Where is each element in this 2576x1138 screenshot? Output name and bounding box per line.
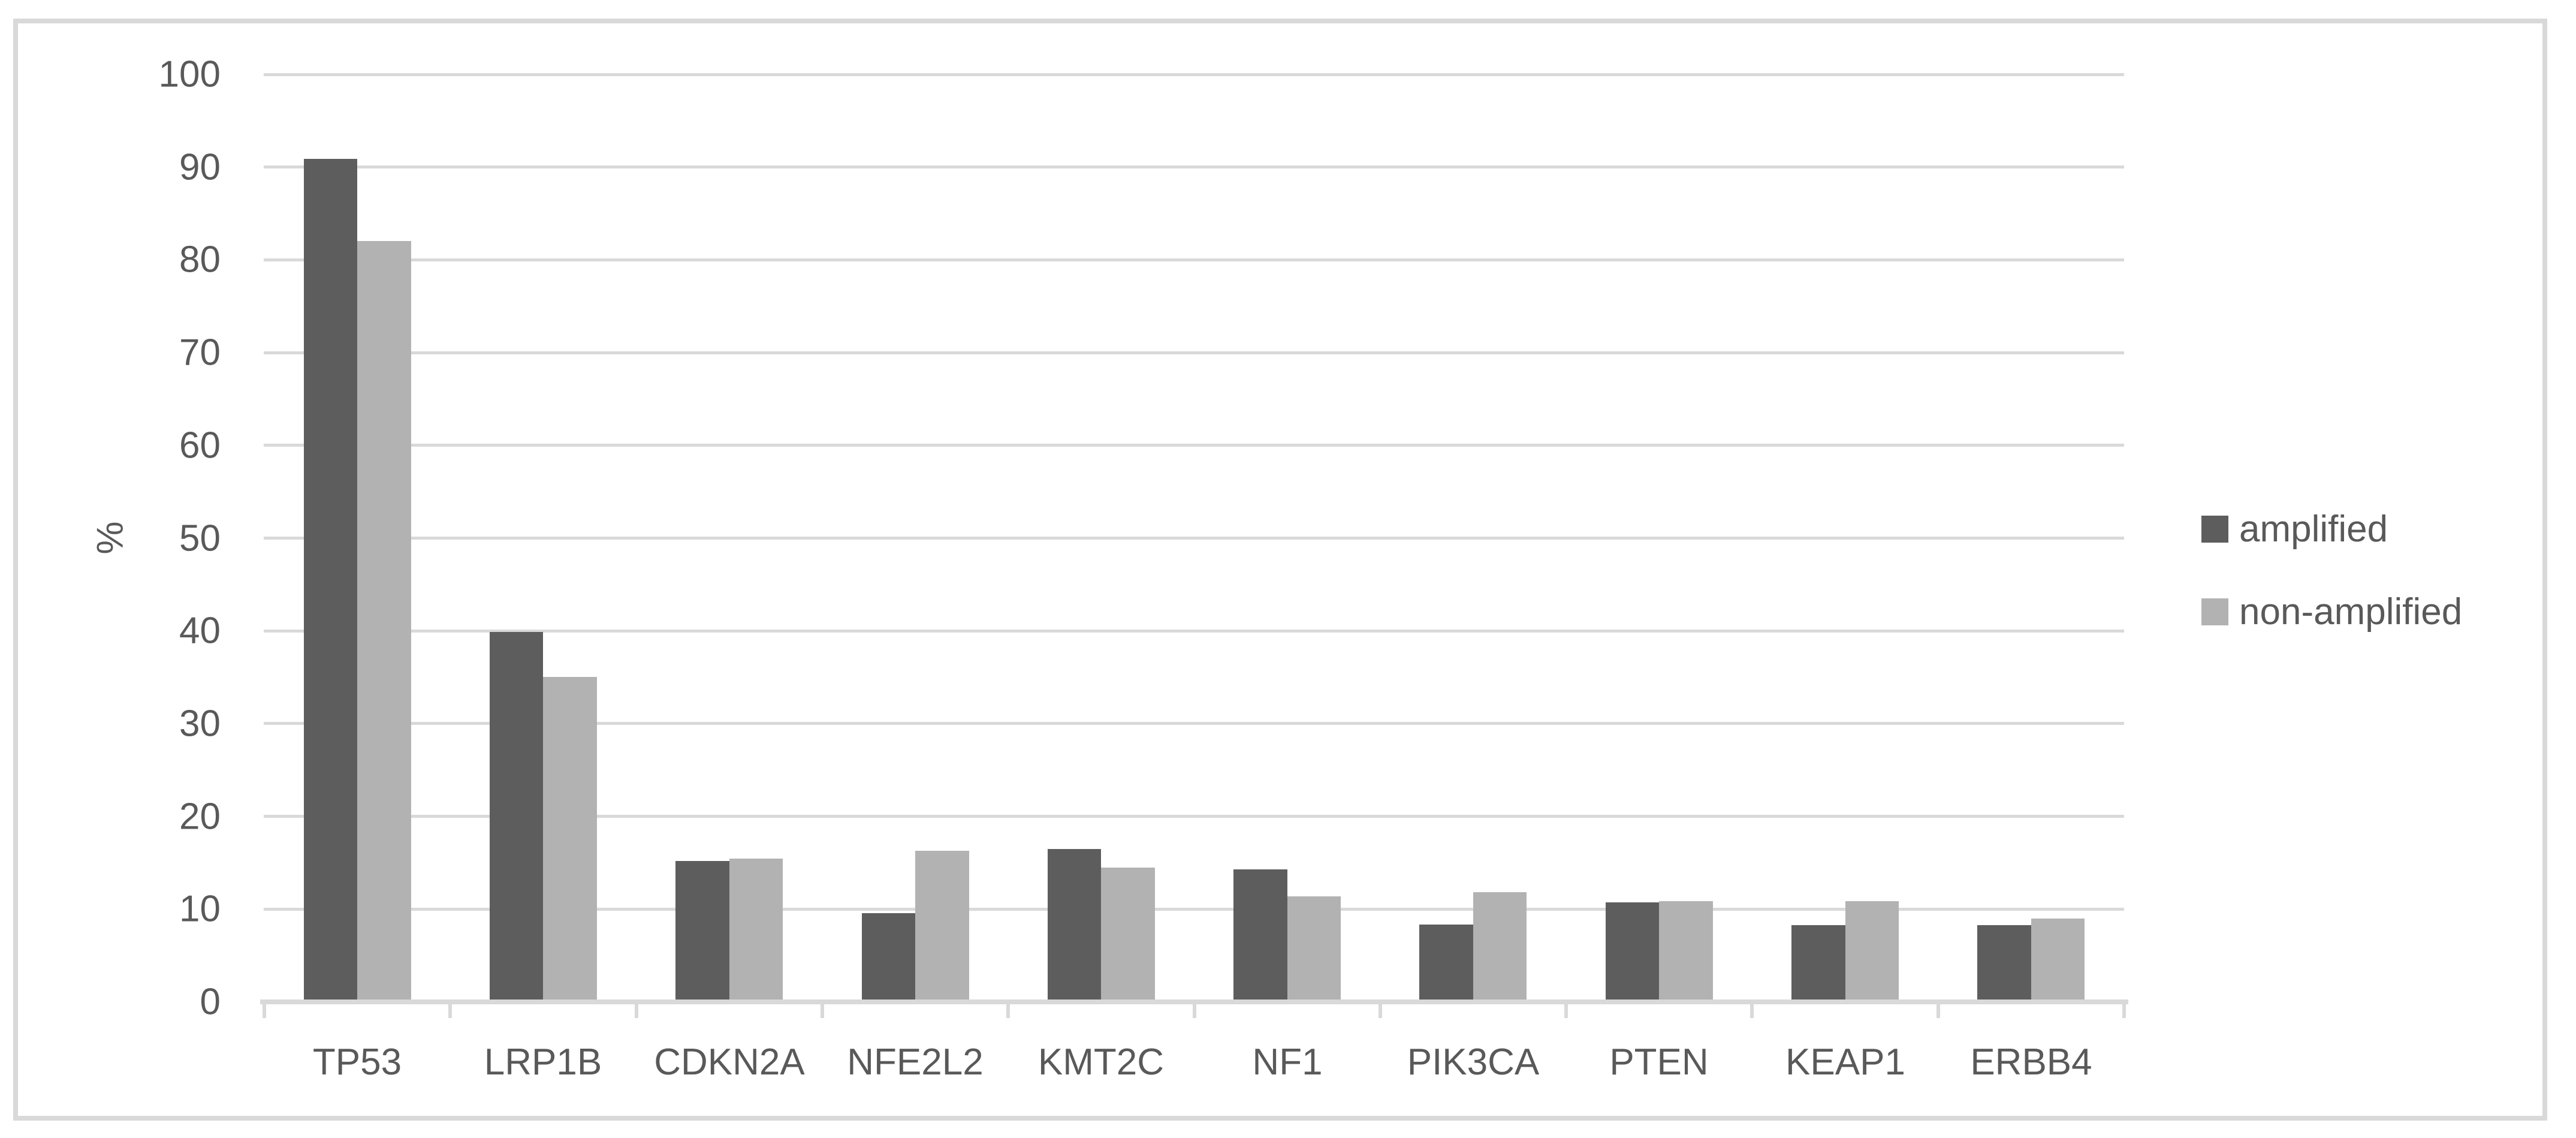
non-amplified-bar-keap1 — [1845, 901, 1899, 999]
x-axis-tick-2 — [635, 1002, 638, 1018]
gridline-20 — [264, 815, 2124, 818]
gridline-50 — [264, 537, 2124, 540]
gridline-60 — [264, 444, 2124, 447]
y-tick-label-20: 20 — [179, 796, 221, 838]
legend-label-non-amplified: non-amplified — [2239, 591, 2463, 633]
x-axis-tick-5 — [1193, 1002, 1196, 1018]
legend-item-non-amplified: non-amplified — [2201, 591, 2462, 633]
gridline-100 — [264, 73, 2124, 76]
non-amplified-bar-nfe2l2 — [915, 851, 969, 999]
x-axis-tick-8 — [1750, 1002, 1754, 1018]
x-category-label-lrp1b: LRP1B — [484, 1041, 602, 1083]
x-axis-tick-4 — [1006, 1002, 1010, 1018]
amplified-bar-nfe2l2 — [861, 913, 916, 999]
amplified-bar-pten — [1605, 902, 1660, 999]
amplified-bar-keap1 — [1791, 925, 1845, 999]
amplified-bar-tp53 — [303, 159, 358, 999]
x-axis-tick-9 — [1936, 1002, 1940, 1018]
y-tick-label-50: 50 — [179, 517, 221, 559]
y-tick-label-70: 70 — [179, 332, 221, 374]
gridline-90 — [264, 165, 2124, 168]
gridline-30 — [264, 722, 2124, 725]
amplified-bar-lrp1b — [489, 632, 544, 999]
x-axis-tick-3 — [821, 1002, 824, 1018]
y-tick-label-0: 0 — [200, 981, 221, 1023]
x-category-label-keap1: KEAP1 — [1785, 1041, 1905, 1083]
legend-label-amplified: amplified — [2239, 508, 2388, 550]
non-amplified-bar-cdkn2a — [729, 858, 783, 999]
amplified-bar-nf1 — [1233, 869, 1287, 999]
x-axis-tick-10 — [2122, 1002, 2126, 1018]
x-category-label-nf1: NF1 — [1252, 1041, 1323, 1083]
non-amplified-bar-erbb4 — [2031, 919, 2085, 999]
x-axis-tick-6 — [1379, 1002, 1382, 1018]
y-tick-label-40: 40 — [179, 610, 221, 652]
x-category-label-erbb4: ERBB4 — [1970, 1041, 2092, 1083]
y-tick-label-60: 60 — [179, 425, 221, 466]
non-amplified-bar-pik3ca — [1473, 892, 1527, 999]
amplified-bar-cdkn2a — [675, 861, 729, 999]
y-tick-label-90: 90 — [179, 146, 221, 188]
x-axis-tick-7 — [1564, 1002, 1568, 1018]
y-tick-label-30: 30 — [179, 703, 221, 745]
non-amplified-bar-lrp1b — [543, 676, 597, 999]
amplified-bar-kmt2c — [1047, 849, 1102, 999]
x-category-label-nfe2l2: NFE2L2 — [847, 1041, 984, 1083]
gridline-40 — [264, 630, 2124, 633]
legend-item-amplified: amplified — [2201, 508, 2388, 550]
non-amplified-bar-nf1 — [1287, 896, 1341, 999]
y-tick-label-10: 10 — [179, 888, 221, 930]
x-axis-tick-1 — [448, 1002, 452, 1018]
x-category-label-tp53: TP53 — [312, 1041, 402, 1083]
x-category-label-pten: PTEN — [1609, 1041, 1709, 1083]
legend-swatch-non-amplified-icon — [2201, 598, 2228, 625]
gridline-10 — [264, 908, 2124, 911]
x-category-label-kmt2c: KMT2C — [1037, 1041, 1165, 1083]
non-amplified-bar-tp53 — [357, 240, 411, 999]
x-category-label-cdkn2a: CDKN2A — [654, 1041, 805, 1083]
gridline-70 — [264, 351, 2124, 354]
legend-swatch-amplified-icon — [2201, 515, 2228, 543]
y-tick-label-80: 80 — [179, 239, 221, 281]
non-amplified-bar-kmt2c — [1101, 868, 1155, 999]
amplified-bar-pik3ca — [1419, 924, 1473, 999]
non-amplified-bar-pten — [1659, 901, 1713, 999]
x-category-label-pik3ca: PIK3CA — [1407, 1041, 1540, 1083]
amplified-bar-erbb4 — [1977, 925, 2031, 999]
y-tick-label-100: 100 — [158, 53, 221, 95]
gridline-80 — [264, 258, 2124, 261]
x-axis-tick-0 — [263, 1002, 266, 1018]
